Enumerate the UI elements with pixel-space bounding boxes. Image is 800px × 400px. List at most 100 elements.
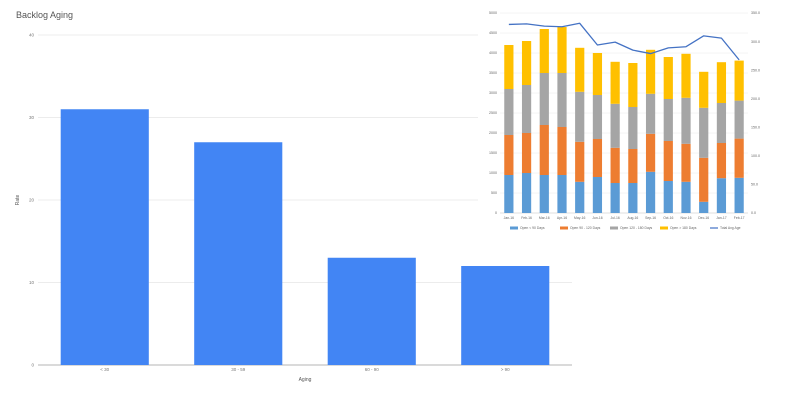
bar-segment-2-3	[557, 73, 567, 127]
y-tick-label: 40	[29, 33, 35, 38]
legend-label: Open < 90 Days	[520, 226, 545, 230]
y-tick-label: 3000	[489, 91, 497, 95]
x-tick-label: Feb-17	[734, 216, 745, 220]
bar-3	[461, 266, 550, 365]
bar-segment-3-5	[592, 53, 603, 95]
bar-segment-1-6	[610, 147, 620, 183]
x-axis-label: Aging	[299, 377, 312, 383]
y2-tick-label: 250.0	[751, 68, 760, 72]
y2-tick-label: 200.0	[751, 97, 760, 101]
x-tick-label: Nov-16	[681, 216, 692, 220]
bar-segment-2-13	[734, 100, 744, 139]
x-tick-label: Jun-16	[592, 216, 602, 220]
bar-segment-3-0	[504, 45, 514, 89]
bar-2	[327, 257, 416, 365]
x-tick-label: 60 - 90	[365, 367, 380, 372]
bar-segment-0-1	[521, 173, 532, 213]
y2-tick-label: 300.0	[751, 40, 760, 44]
x-tick-label: > 90	[501, 367, 510, 372]
y-axis-label: Rate	[15, 195, 21, 206]
bar-segment-1-2	[539, 125, 549, 175]
bar-1	[194, 142, 283, 365]
bar-segment-1-9	[663, 141, 673, 181]
avg-age-line	[508, 22, 740, 61]
x-tick-label: Mar-16	[539, 216, 550, 220]
bar-segment-0-7	[628, 183, 638, 213]
bar-segment-3-11	[699, 71, 709, 108]
x-tick-label: Apr-16	[557, 216, 567, 220]
legend-swatch-1	[560, 226, 568, 230]
bar-segment-0-4	[575, 181, 585, 213]
bar-segment-2-2	[539, 73, 549, 125]
bar-segment-2-4	[575, 91, 585, 142]
bar-segment-0-9	[663, 181, 673, 213]
y-tick-label: 4000	[489, 51, 497, 55]
bar-segment-2-1	[521, 85, 532, 133]
bar-segment-3-9	[663, 57, 673, 99]
y-tick-label: 2000	[489, 131, 497, 135]
bar-segment-3-4	[575, 47, 585, 92]
y-tick-label: 4500	[489, 31, 497, 35]
y2-tick-label: 100.0	[751, 154, 760, 158]
bar-segment-1-7	[628, 149, 638, 183]
x-tick-label: 30 - 59	[231, 367, 246, 372]
legend-label: Open 90 - 120 Days	[570, 226, 601, 230]
bar-segment-3-2	[539, 29, 549, 73]
x-tick-label: Feb-16	[521, 216, 532, 220]
bar-segment-2-6	[610, 103, 620, 148]
y-tick-label: 0	[495, 211, 497, 215]
x-tick-label: < 30	[100, 367, 109, 372]
bar-segment-1-13	[734, 138, 744, 178]
bar-segment-0-0	[504, 175, 514, 213]
chart-title: Backlog Aging	[16, 10, 73, 20]
legend-swatch-2	[610, 226, 618, 230]
legend-label: Total Avg Age	[720, 226, 741, 230]
bar-segment-3-1	[521, 41, 532, 85]
bar-segment-0-5	[592, 177, 603, 213]
bar-segment-2-10	[681, 97, 691, 144]
legend-label: Open 120 - 180 Days	[620, 226, 653, 230]
bar-segment-3-10	[681, 53, 691, 98]
bar-segment-3-8	[645, 49, 656, 94]
bar-segment-2-7	[628, 107, 638, 149]
bar-segment-2-5	[592, 95, 603, 139]
bar-segment-1-5	[592, 139, 603, 177]
bar-segment-3-7	[628, 63, 638, 107]
legend-label: Open > 180 Days	[670, 226, 697, 230]
y-tick-label: 0	[31, 363, 34, 368]
bar-segment-3-3	[557, 27, 567, 73]
x-tick-label: Dec-16	[698, 216, 709, 220]
bar-segment-0-13	[734, 177, 744, 213]
bar-segment-2-12	[716, 103, 727, 143]
bar-segment-2-8	[645, 93, 656, 134]
bar-segment-1-3	[557, 127, 567, 175]
bar-segment-1-0	[504, 135, 514, 175]
bar-segment-0-6	[610, 183, 620, 213]
y2-tick-label: 350.0	[751, 11, 760, 15]
y-tick-label: 1000	[489, 171, 497, 175]
x-tick-label: May-16	[574, 216, 585, 220]
legend-swatch-0	[510, 226, 518, 230]
bar-segment-0-12	[716, 178, 727, 213]
bar-segment-2-0	[504, 89, 514, 135]
stacked-backlog-chart: 0 500 1000 1500 2000 2500 3000 3500 4000 4500 5000…	[478, 6, 768, 236]
bar-segment-1-10	[681, 143, 691, 182]
bar-segment-1-12	[716, 143, 727, 179]
bar-segment-1-1	[521, 133, 532, 173]
bar-0	[60, 109, 149, 365]
x-tick-label: Oct-16	[663, 216, 673, 220]
y-tick-label: 10	[29, 280, 35, 285]
y-tick-label: 20	[29, 198, 35, 203]
bar-segment-0-8	[645, 171, 656, 213]
y-tick-label: 3500	[489, 71, 497, 75]
bar-segment-1-4	[575, 141, 585, 182]
y-tick-label: 30	[29, 115, 35, 120]
bar-segment-3-13	[734, 60, 744, 101]
y-tick-label: 1500	[489, 151, 497, 155]
bar-segment-0-11	[699, 201, 709, 213]
x-tick-label: Jul-16	[611, 216, 620, 220]
x-tick-label: Sep-16	[645, 216, 656, 220]
x-tick-label: Aug-16	[627, 216, 638, 220]
legend-swatch-3	[660, 226, 668, 230]
